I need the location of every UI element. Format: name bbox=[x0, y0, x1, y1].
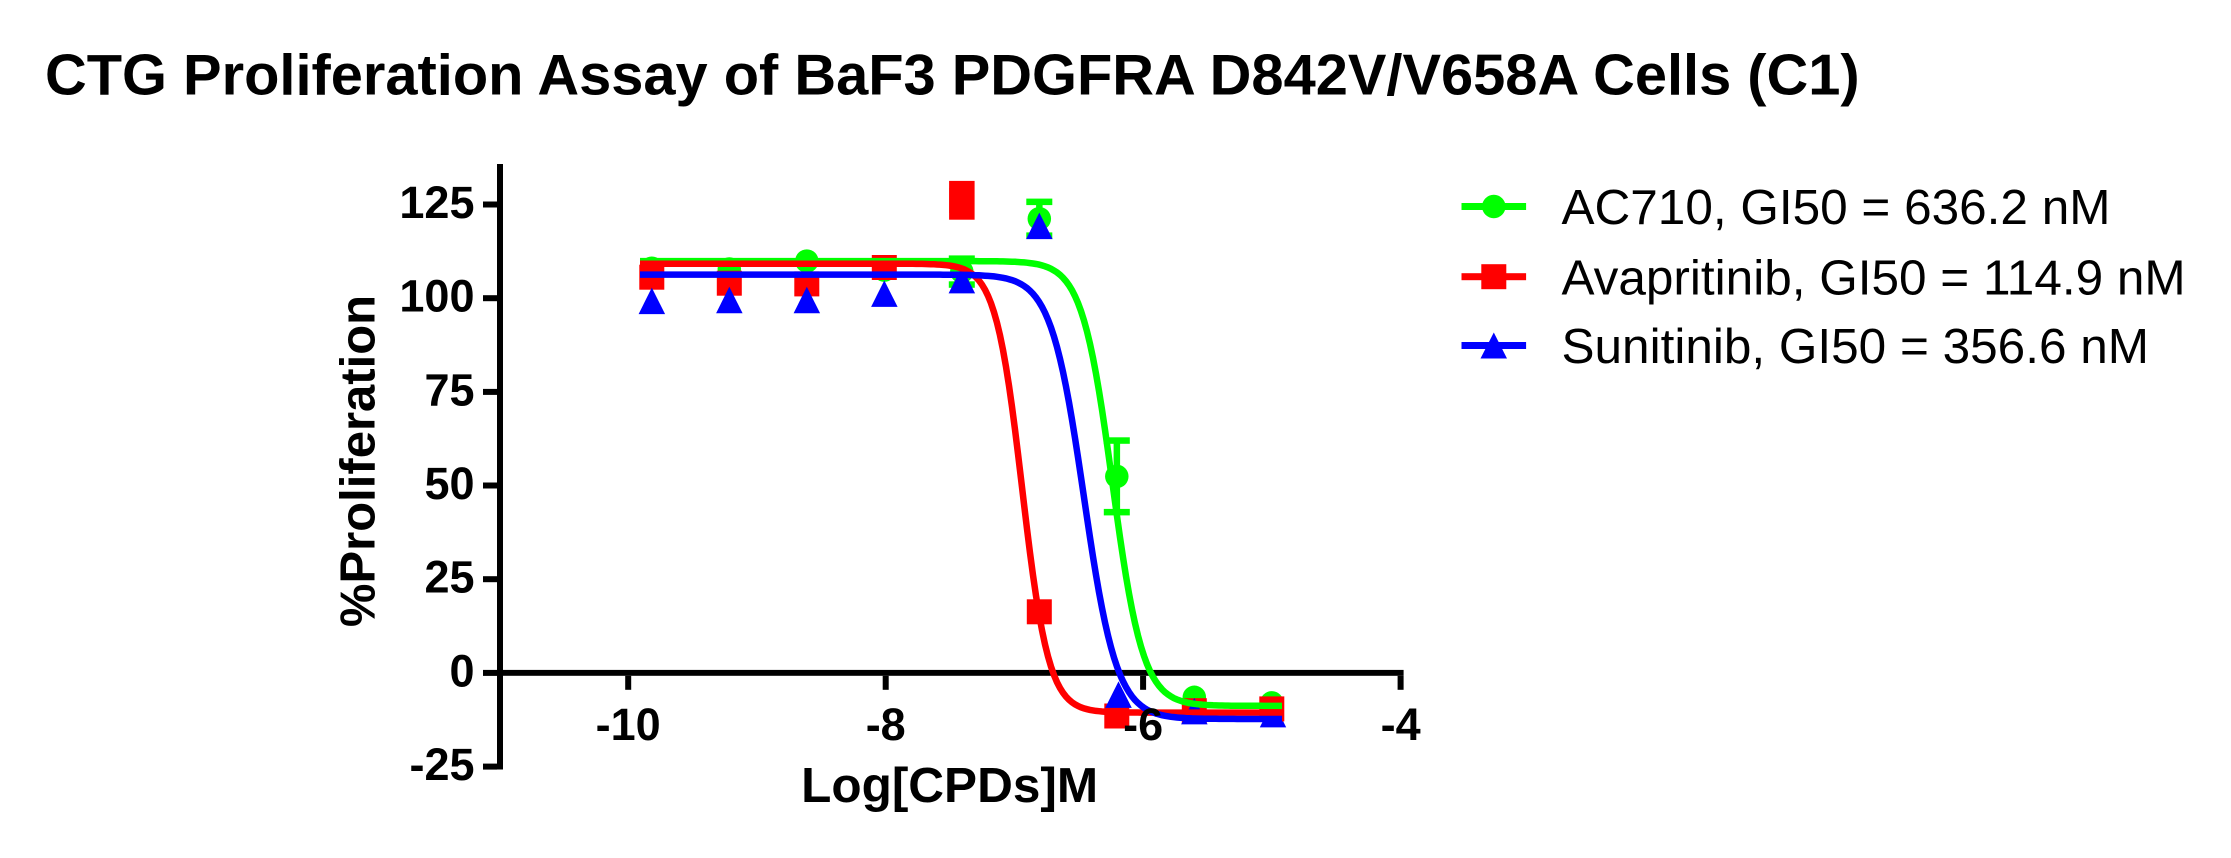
svg-text:100: 100 bbox=[399, 271, 474, 322]
svg-text:Avapritinib, GI50 = 114.9 nM: Avapritinib, GI50 = 114.9 nM bbox=[1562, 250, 2186, 305]
svg-text:AC710, GI50 = 636.2 nM: AC710, GI50 = 636.2 nM bbox=[1562, 180, 2111, 235]
svg-text:0: 0 bbox=[449, 645, 474, 696]
svg-text:125: 125 bbox=[399, 177, 474, 228]
svg-text:-8: -8 bbox=[866, 699, 906, 750]
svg-text:%Proliferation: %Proliferation bbox=[332, 295, 386, 627]
svg-text:75: 75 bbox=[424, 364, 474, 415]
svg-text:-6: -6 bbox=[1123, 699, 1163, 750]
svg-text:CTG Proliferation Assay of BaF: CTG Proliferation Assay of BaF3 PDGFRA D… bbox=[45, 44, 1860, 108]
svg-text:Sunitinib, GI50 = 356.6 nM: Sunitinib, GI50 = 356.6 nM bbox=[1562, 319, 2150, 374]
svg-text:50: 50 bbox=[424, 458, 474, 509]
svg-text:25: 25 bbox=[424, 552, 474, 603]
svg-text:-10: -10 bbox=[596, 699, 661, 750]
svg-text:-4: -4 bbox=[1381, 699, 1421, 750]
svg-text:-25: -25 bbox=[409, 739, 474, 790]
svg-text:Log[CPDs]M: Log[CPDs]M bbox=[801, 758, 1098, 813]
